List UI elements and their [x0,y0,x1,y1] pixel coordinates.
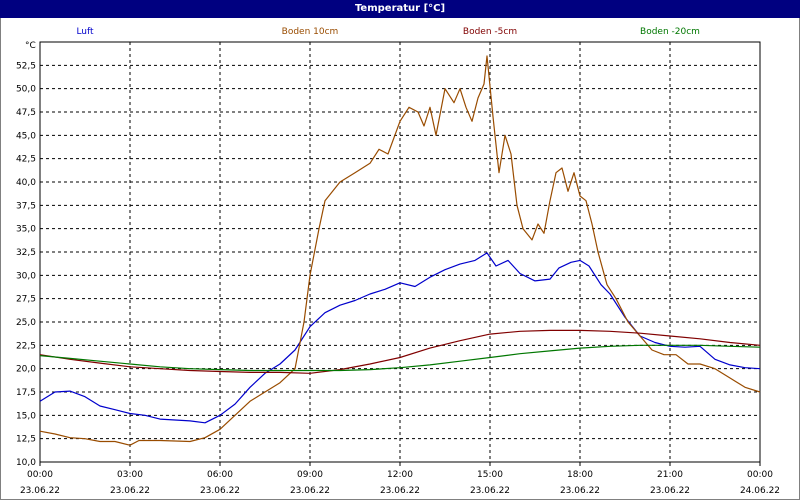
x-tick-time: 09:00 [297,470,323,480]
series-line-boden-5cm [39,329,761,374]
x-tick-time: 00:00 [747,470,773,480]
x-tick-time: 15:00 [477,470,503,480]
x-tick-time: 12:00 [387,470,413,480]
series-line-boden-10cm [39,55,761,446]
x-tick-time: 00:00 [27,470,53,480]
y-tick-label: 47,5 [16,108,36,118]
window-title: Temperatur [°C] [0,0,800,18]
y-tick-label: 40,0 [16,178,36,188]
y-tick-label: 30,0 [16,271,36,281]
x-tick-time: 21:00 [657,470,683,480]
series-line-boden-20cm [39,344,761,372]
legend-item: Boden -20cm [640,27,700,37]
y-tick-label: 25,0 [16,318,36,328]
y-tick-label: 15,0 [16,411,36,421]
y-tick-label: 37,5 [16,201,36,211]
y-tick-label: 45,0 [16,131,36,141]
y-tick-label: 10,0 [16,458,36,468]
legend-item: Boden -5cm [463,27,517,37]
y-tick-label: 22,5 [16,341,36,351]
legend-item: Luft [76,27,94,37]
y-tick-label: 35,0 [16,225,36,235]
x-tick-date: 23.06.22 [20,486,60,496]
y-tick-label: 50,0 [16,85,36,95]
grid [40,42,760,462]
x-tick-date: 23.06.22 [560,486,600,496]
y-axis-unit: °C [25,41,36,51]
y-tick-label: 17,5 [16,388,36,398]
x-tick-date: 23.06.22 [200,486,240,496]
y-tick-label: 20,0 [16,365,36,375]
x-tick-date: 23.06.22 [380,486,420,496]
y-tick-label: 52,5 [16,61,36,71]
x-tick-date: 23.06.22 [290,486,330,496]
x-tick-date: 23.06.22 [470,486,510,496]
legend: Luft Boden 10cm Boden -5cm Boden -20cm [76,27,700,37]
x-tick-date: 23.06.22 [110,486,150,496]
y-tick-label: 32,5 [16,248,36,258]
x-tick-time: 18:00 [567,470,593,480]
y-tick-label: 42,5 [16,155,36,165]
x-tick-time: 06:00 [207,470,233,480]
y-tick-label: 12,5 [16,435,36,445]
x-axis: 00:00 23.06.22 03:00 23.06.22 06:00 23.06.22 0… [20,462,780,496]
legend-item: Boden 10cm [282,27,339,37]
y-tick-label: 27,5 [16,295,36,305]
x-tick-time: 03:00 [117,470,143,480]
x-tick-date: 24.06.22 [740,486,780,496]
x-tick-date: 23.06.22 [650,486,690,496]
y-axis: 10,0 12,5 15,0 17,5 20,0 22,5 25,0 27,5 30,0 32,5… [16,61,36,468]
series-layer [39,55,761,446]
